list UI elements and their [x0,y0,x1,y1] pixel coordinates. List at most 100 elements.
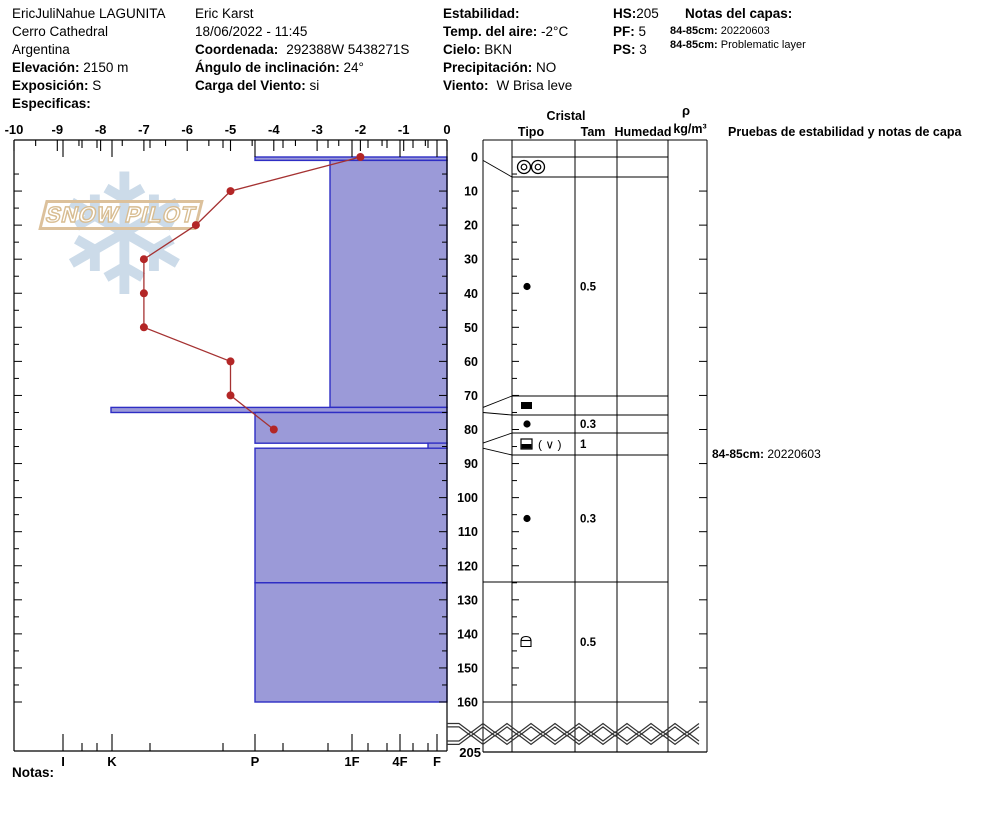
depth-ticks [14,173,447,703]
pf-value: 5 [638,24,647,39]
temp-axis-labels: -10 -9 -8 -7 -6 -5 -4 -3 -2 -1 0 [5,122,451,137]
snowflake-icon: ❄ [54,142,195,330]
pf-label: PF: [613,24,635,39]
depth-tick-label: 120 [457,559,478,573]
snowpilot-logo: ❄ SNOW PILOT [38,142,242,342]
depth-tick-label: 20 [464,219,478,233]
header-rho-unit: kg/m³ [673,122,706,136]
depth-tick-label: 160 [457,696,478,710]
header-cristal: Cristal [547,109,586,123]
air-temp-label: Temp. del aire: [443,24,538,39]
header-tipo: Tipo [518,125,545,139]
temperature-point [139,289,148,298]
layer-bar-K [110,406,448,414]
depth-tick-label: 80 [464,423,478,437]
notes-footer: Notas: [12,764,54,781]
stability-note-text: 20220603 [767,447,821,461]
temperature-point [191,221,200,230]
precip-line: Precipitación: NO [443,59,556,76]
depth-break-zigzag [447,722,700,746]
wind-load-label: Carga del Viento: [195,78,306,93]
depth-tick-label: 30 [464,253,478,267]
crystal-table-grid [482,139,708,752]
temp-tick-label: -2 [355,122,367,137]
temp-tick-label: -5 [225,122,237,137]
stability-note-label: 84-85cm: [712,447,765,461]
temperature-point [226,187,235,196]
pf-line: PF: 5 [613,23,646,40]
pit-datetime: 18/06/2022 - 11:45 [195,24,308,39]
slope-angle-label: Ángulo de inclinación: [195,60,340,75]
layer-bar-P [254,447,448,584]
elevation-value: 2150 m [83,60,129,75]
grain-size-value: 0.5 [580,282,597,294]
hardness-label: 4F [392,754,407,769]
layer-bar-F [427,442,448,449]
hardness-label: I [61,754,65,769]
layer-bar-P [254,411,448,444]
slope-angle-value: 24° [343,60,364,75]
temp-tick-label: -8 [95,122,107,137]
sky-label: Cielo: [443,42,481,57]
layer-bar-1F+ [329,159,448,409]
temp-tick-label: -7 [138,122,150,137]
layer-notes-title: Notas del capas: [685,5,792,22]
hardness-axis-labels: I K P 1F 4F F [61,754,441,769]
temperature-point [226,391,235,400]
exposure-value: S [92,78,102,93]
depth-tick-label: 140 [457,627,478,641]
temperature-point [139,255,148,264]
depth-tick-label: 0 [471,151,478,165]
temp-tick-label: -4 [268,122,280,137]
ps-line: PS: 3 [613,41,647,58]
pit-place: Cerro Cathedral [12,24,109,39]
coordinates-value: 292388W 5438271S [286,42,410,57]
wind-load-line: Carga del Viento: si [195,77,319,94]
specifics-label: Especificas: [12,96,91,111]
temp-tick-label: -1 [398,122,410,137]
precip-label: Precipitación: [443,60,533,75]
header-tam: Tam [581,125,606,139]
temperature-point [226,357,235,366]
coordinates-line: Coordenada: 292388W 5438271S [195,41,409,58]
temp-tick-label: -10 [5,122,24,137]
hardness-label: K [107,754,117,769]
slope-angle-line: Ángulo de inclinación: 24° [195,59,364,76]
sky-line: Cielo: BKN [443,41,512,58]
stability-line: Estabilidad: [443,5,520,22]
hs-label: HS: [613,6,637,21]
pit-country: Argentina [12,42,70,57]
temp-tick-label: -6 [181,122,193,137]
header-rho: ρ [682,103,690,118]
grain-symbols: 0.5 0.3 ( ∨ ) 1 0.3 0.5 [516,159,597,649]
grain-size-value: 0.5 [580,637,597,649]
wind-value: W Brisa leve [496,78,573,93]
temp-axis-ticks [13,140,448,151]
air-temp-line: Temp. del aire: -2°C [443,23,568,40]
exposure-line: Exposición: S [12,77,101,94]
depth-tick-label: 90 [464,457,478,471]
hardness-ticks [62,140,438,751]
temperature-line [143,156,361,431]
stability-label: Estabilidad: [443,6,520,21]
wind-label: Viento: [443,78,489,93]
layer-note-2: 84-85cm: Problematic layer [670,39,806,52]
notes-footer-label: Notas: [12,765,55,780]
hardness-label: P [251,754,260,769]
depth-tick-label: 70 [464,389,478,403]
stability-note: 84-85cm: 20220603 [712,446,821,463]
wind-load-value: si [309,78,320,93]
temperature-point [269,425,278,434]
layer-note-2-label: 84-85cm: [670,39,718,51]
layer-notes-title-text: Notas del capas: [685,6,793,21]
precip-value: NO [536,60,557,75]
total-depth-label: 205 [459,745,481,760]
wind-line: Viento: W Brisa leve [443,77,572,94]
depth-tick-label: 10 [464,185,478,199]
hs-value: 205 [636,6,659,21]
depth-tick-label: 40 [464,287,478,301]
depth-tick-label: 150 [457,661,478,675]
temp-tick-label: 0 [443,122,450,137]
